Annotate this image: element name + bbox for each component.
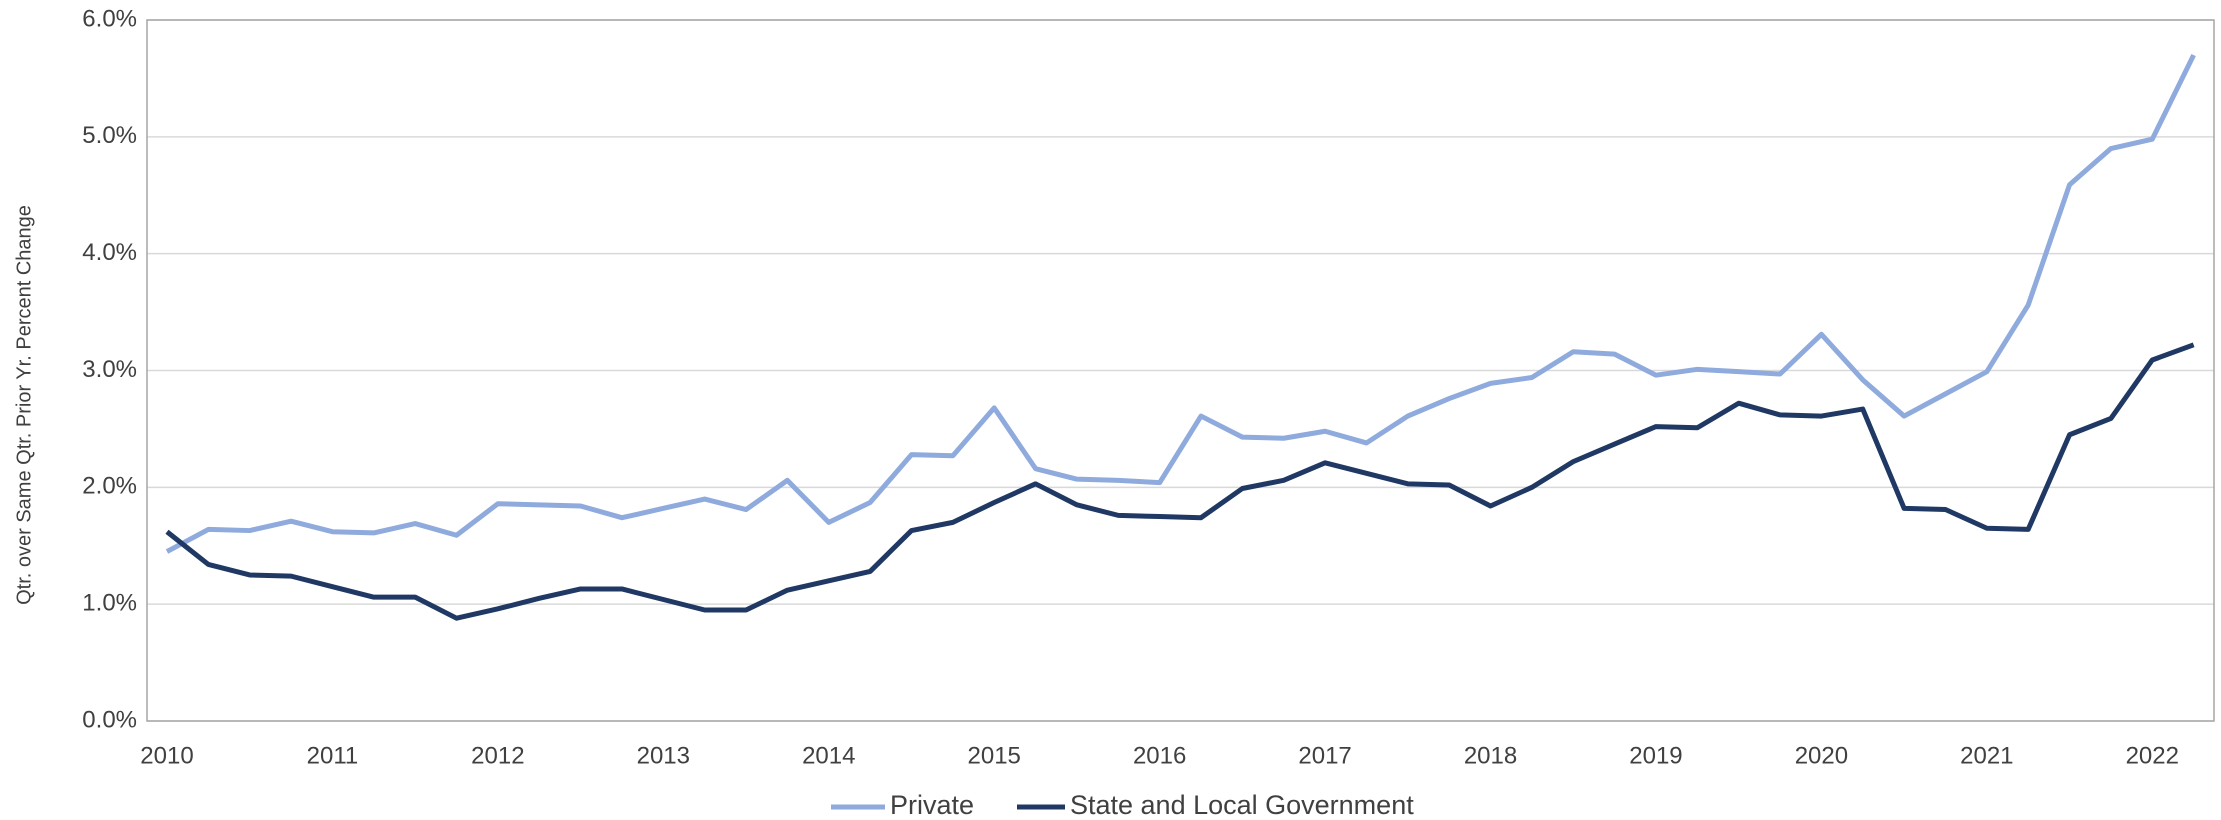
series-line — [165, 53, 2196, 554]
y-tick-label: 6.0% — [82, 5, 137, 32]
y-tick-label: 1.0% — [82, 590, 137, 617]
x-tick-label: 2010 — [140, 742, 193, 769]
x-tick-label: 2022 — [2126, 742, 2179, 769]
x-tick-label: 2018 — [1464, 742, 1517, 769]
x-tick-label: 2020 — [1795, 742, 1848, 769]
x-tick-label: 2019 — [1629, 742, 1682, 769]
plot-frame — [146, 19, 2215, 722]
x-tick-label: 2021 — [1960, 742, 2013, 769]
x-tick-label: 2012 — [471, 742, 524, 769]
legend-text: Private — [890, 790, 974, 820]
series-line — [165, 342, 2195, 621]
y-tick-label: 4.0% — [82, 239, 137, 266]
y-tick-label: 2.0% — [82, 473, 137, 500]
y-tick-label: 3.0% — [82, 356, 137, 383]
x-tick-label: 2015 — [968, 742, 1021, 769]
x-tick-label: 2016 — [1133, 742, 1186, 769]
x-tick-label: 2014 — [802, 742, 855, 769]
x-tick-label: 2013 — [637, 742, 690, 769]
y-tick-label: 5.0% — [82, 122, 137, 149]
y-axis-title: Qtr. over Same Qtr. Prior Yr. Percent Ch… — [13, 205, 35, 605]
legend-text: State and Local Government — [1070, 790, 1414, 820]
x-tick-label: 2011 — [307, 742, 359, 769]
y-tick-label: 0.0% — [82, 706, 137, 733]
x-tick-label: 2017 — [1298, 742, 1351, 769]
